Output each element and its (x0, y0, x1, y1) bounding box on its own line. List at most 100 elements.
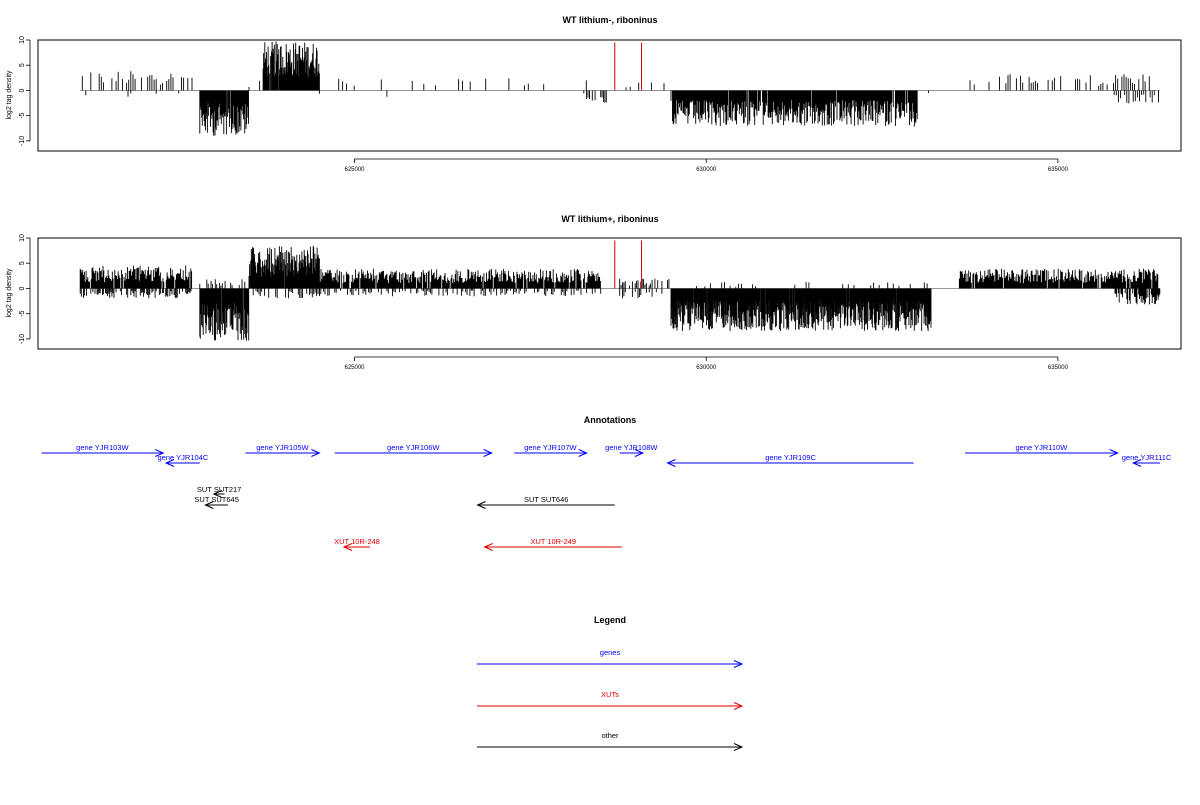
gene-label: gene YJR110W (1015, 443, 1068, 452)
signal-region-12 (958, 268, 1159, 289)
gene-arrow (245, 449, 321, 457)
y-axis: 10 5 0 -5 -10 (19, 234, 31, 344)
sut-label: SUT SUT217 (197, 485, 241, 494)
signal-region-3 (248, 80, 261, 91)
sut-label: SUT SUT645 (194, 495, 238, 504)
signal-region-4 (248, 245, 320, 289)
signal-region-10 (670, 288, 932, 332)
signal-region-1 (79, 288, 192, 299)
signal-region-11 (695, 282, 928, 289)
y-tick-label: -5 (19, 112, 26, 118)
gene-arrow (164, 459, 200, 467)
gene-label: gene YJR107W (524, 443, 577, 452)
y-tick-label: 5 (19, 261, 26, 265)
y-tick-label: 0 (19, 88, 26, 92)
gene-arrow (965, 449, 1119, 457)
signal-region-5 (338, 78, 587, 91)
legend-entries: genes XUTs other (477, 648, 744, 751)
xut-label: XUT 10R-248 (334, 537, 380, 546)
gene-arrow (619, 449, 645, 457)
signal-region-9 (670, 90, 918, 127)
signal-region-11 (969, 74, 1150, 91)
signal-region-1 (85, 90, 180, 97)
signal-region-8 (625, 82, 665, 91)
marker-lines (614, 240, 643, 289)
signal-region-8 (619, 278, 670, 289)
gene-arrow (334, 449, 493, 457)
signal-region-12 (1113, 90, 1159, 104)
legend-arrow (477, 660, 744, 668)
legend-arrow (477, 743, 744, 751)
gene-label: gene YJR111C (1122, 453, 1172, 462)
signal-region-0 (81, 71, 193, 91)
y-tick-label: -10 (19, 136, 26, 146)
signal-region-7 (318, 288, 602, 297)
signal-region-0 (79, 265, 193, 289)
y-tick-label: -5 (19, 310, 26, 316)
x-tick-label: 625000 (345, 167, 366, 173)
y-tick-label: 10 (19, 234, 26, 242)
sut-label: SUT SUT646 (524, 495, 568, 504)
legend-arrow (477, 702, 744, 710)
y-axis-label: log2 tag density (6, 70, 13, 120)
y-tick-label: 5 (19, 63, 26, 67)
signal-region-6 (318, 90, 585, 97)
x-tick-label: 630000 (696, 365, 717, 371)
y-tick-label: 0 (19, 286, 26, 290)
gene-arrow (666, 459, 914, 467)
gene-label: gene YJR106W (387, 443, 440, 452)
gene-label: gene YJR108W (605, 443, 658, 452)
signal-region-2 (199, 288, 250, 341)
panel-lithium-plus: WT lithium+, riboninus log2 tag density … (6, 214, 1182, 371)
x-tick-label: 625000 (345, 365, 366, 371)
bar-series (80, 41, 1160, 136)
y-axis: 10 5 0 -5 -10 (19, 36, 31, 146)
legend-label: other (601, 731, 619, 740)
plot-frame (37, 39, 1182, 152)
marker-lines (614, 42, 643, 91)
xut-label: XUT 10R-249 (530, 537, 576, 546)
legend: Legend genes XUTs other (477, 615, 744, 751)
xut-arrow (483, 543, 622, 551)
gene-label: gene YJR109C (765, 453, 816, 462)
y-tick-label: -10 (19, 334, 26, 344)
signal-region-9 (619, 288, 663, 299)
legend-label: XUTs (601, 690, 619, 699)
gene-label: gene YJR105W (256, 443, 309, 452)
gene-arrow (1131, 459, 1160, 467)
signal-region-3 (199, 279, 250, 289)
plot-frame (37, 237, 1182, 350)
bar-series (79, 245, 1161, 341)
signal-region-4 (262, 41, 320, 91)
gene-arrow (41, 449, 165, 457)
panel-lithium-minus: WT lithium-, riboninus log2 tag density … (6, 15, 1182, 173)
sut-arrow (204, 501, 228, 509)
sut-arrow (476, 501, 615, 509)
legend-label: genes (600, 648, 621, 657)
x-axis: 625000 630000 635000 (345, 158, 1069, 173)
signal-region-2 (199, 90, 249, 136)
x-tick-label: 635000 (1048, 167, 1069, 173)
annotation-features: gene YJR103W gene YJR104C gene YJR105W gene… (41, 443, 1172, 551)
gene-label: gene YJR103W (76, 443, 129, 452)
sut-arrow (212, 490, 225, 498)
gene-label: gene YJR104C (158, 453, 209, 462)
x-tick-label: 635000 (1048, 365, 1069, 371)
legend-title: Legend (594, 615, 626, 625)
y-axis-label: log2 tag density (6, 268, 13, 318)
gene-arrow (514, 449, 588, 457)
panel-title: WT lithium+, riboninus (561, 214, 658, 224)
x-axis: 625000 630000 635000 (345, 356, 1069, 371)
y-tick-label: 10 (19, 36, 26, 44)
signal-region-5 (252, 288, 320, 299)
annotations-title: Annotations (584, 415, 637, 425)
x-tick-label: 630000 (696, 167, 717, 173)
xut-arrow (342, 543, 370, 551)
signal-region-6 (318, 268, 601, 289)
signal-region-13 (1114, 288, 1161, 305)
signal-region-7 (586, 90, 607, 103)
panel-title: WT lithium-, riboninus (563, 15, 658, 25)
